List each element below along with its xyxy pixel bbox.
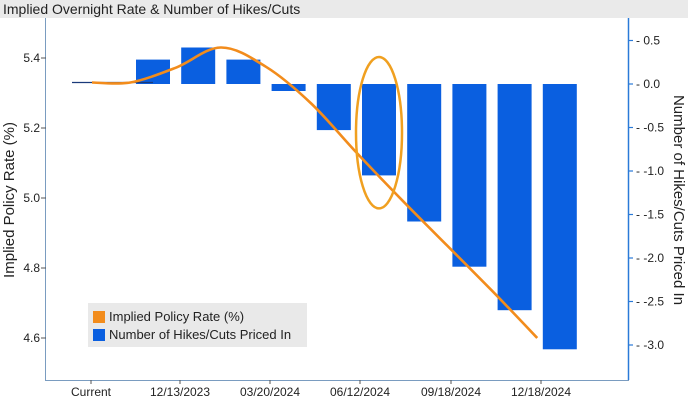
legend-label-bars: Number of Hikes/Cuts Priced In — [109, 327, 291, 342]
right-axis-title: Number of Hikes/Cuts Priced In — [670, 95, 687, 305]
left-tick-label: 4.8 — [23, 261, 40, 275]
legend-background — [88, 303, 307, 347]
right-tick-label: - -1.5 — [636, 208, 664, 222]
right-tick-label: - -2.0 — [636, 251, 664, 265]
bar — [181, 47, 216, 84]
highlight-ellipse — [354, 55, 404, 210]
x-tick-label: 03/20/2024 — [240, 385, 300, 399]
bar — [226, 59, 261, 84]
bar — [407, 84, 442, 222]
x-tick-label: 12/13/2023 — [150, 385, 210, 399]
right-tick-label: - -1.0 — [636, 164, 664, 178]
x-tick-label: 09/18/2024 — [421, 385, 481, 399]
bar — [271, 84, 306, 91]
right-tick-label: - -2.5 — [636, 295, 664, 309]
x-tick-label: 12/18/2024 — [511, 385, 571, 399]
right-tick-label: - -3.0 — [636, 338, 664, 352]
right-tick-label: - 0.5 — [636, 34, 660, 48]
legend: Implied Policy Rate (%) Number of Hikes/… — [88, 303, 307, 347]
right-tick-label: - -0.5 — [636, 121, 664, 135]
bar — [362, 84, 396, 176]
chart-title: Implied Overnight Rate & Number of Hikes… — [0, 0, 688, 18]
left-tick-label: 5.0 — [23, 191, 40, 205]
bar — [497, 84, 532, 311]
x-tick-label: 06/12/2024 — [330, 385, 390, 399]
legend-swatch-bars — [93, 329, 105, 341]
legend-swatch-line — [93, 311, 105, 323]
left-axis-title: Implied Policy Rate (%) — [1, 122, 18, 278]
bar — [316, 84, 351, 131]
right-tick-label: - 0.0 — [636, 77, 660, 91]
implied-rate-line — [91, 46, 539, 339]
left-tick-label: 4.6 — [23, 331, 40, 345]
left-tick-label: 5.2 — [23, 121, 40, 135]
legend-label-line: Implied Policy Rate (%) — [109, 309, 244, 324]
left-tick-label: 5.4 — [23, 51, 40, 65]
x-tick-label: Current — [71, 385, 112, 399]
bar — [452, 84, 487, 267]
bar — [542, 84, 577, 350]
